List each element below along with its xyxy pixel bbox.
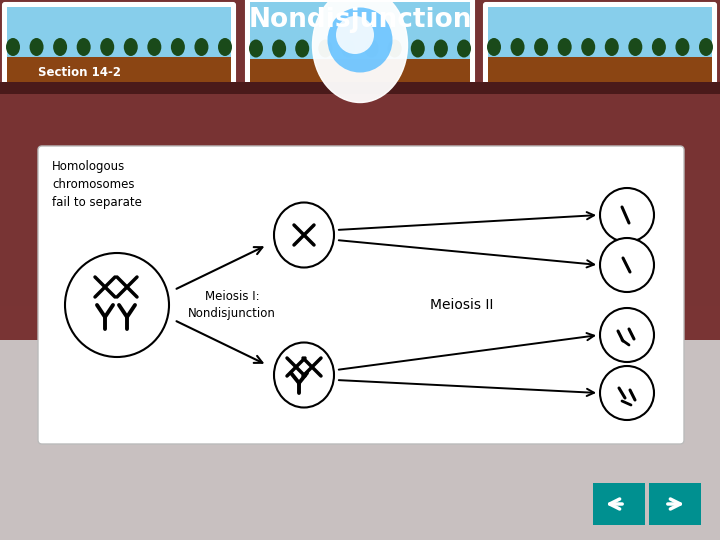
Bar	[0, 238, 720, 272]
Bar	[488, 57, 712, 83]
Ellipse shape	[124, 38, 138, 56]
Ellipse shape	[274, 342, 334, 408]
Bar	[250, 2, 470, 58]
Ellipse shape	[6, 38, 20, 56]
Ellipse shape	[30, 38, 43, 56]
Ellipse shape	[652, 38, 666, 56]
Ellipse shape	[699, 38, 713, 56]
Ellipse shape	[272, 39, 286, 57]
Bar	[250, 58, 470, 88]
Text: Meiosis II: Meiosis II	[431, 298, 494, 312]
Bar	[7, 57, 231, 83]
Ellipse shape	[364, 39, 379, 57]
Ellipse shape	[53, 38, 67, 56]
Ellipse shape	[148, 38, 161, 56]
Circle shape	[600, 308, 654, 362]
Text: Homologous
chromosomes
fail to separate: Homologous chromosomes fail to separate	[52, 160, 142, 209]
Ellipse shape	[457, 39, 471, 57]
Ellipse shape	[76, 38, 91, 56]
Ellipse shape	[312, 0, 408, 103]
Ellipse shape	[581, 38, 595, 56]
Bar	[0, 170, 720, 204]
Circle shape	[65, 253, 169, 357]
Circle shape	[600, 366, 654, 420]
Ellipse shape	[328, 8, 392, 72]
Ellipse shape	[534, 38, 548, 56]
Text: Section 14-2: Section 14-2	[38, 65, 122, 78]
Ellipse shape	[218, 38, 232, 56]
Circle shape	[600, 238, 654, 292]
Bar	[0, 204, 720, 238]
Bar	[488, 7, 712, 57]
Ellipse shape	[341, 39, 356, 57]
FancyBboxPatch shape	[246, 0, 474, 92]
Text: Meiosis I:
Nondisjunction: Meiosis I: Nondisjunction	[188, 289, 276, 321]
Ellipse shape	[249, 39, 263, 57]
Bar	[0, 34, 720, 68]
FancyBboxPatch shape	[3, 3, 235, 87]
Ellipse shape	[487, 38, 501, 56]
Ellipse shape	[100, 38, 114, 56]
Ellipse shape	[318, 39, 333, 57]
Bar	[0, 306, 720, 340]
Bar	[649, 483, 701, 525]
Ellipse shape	[411, 39, 425, 57]
Bar	[0, 0, 720, 34]
Ellipse shape	[274, 202, 334, 267]
Ellipse shape	[629, 38, 642, 56]
Bar	[0, 82, 720, 94]
Circle shape	[600, 188, 654, 242]
Ellipse shape	[336, 16, 374, 54]
Bar	[0, 136, 720, 170]
Ellipse shape	[194, 38, 209, 56]
Bar	[0, 68, 720, 102]
Ellipse shape	[510, 38, 525, 56]
Text: Nondisjunction: Nondisjunction	[248, 7, 472, 33]
Bar	[0, 0, 720, 340]
Ellipse shape	[295, 39, 309, 57]
Ellipse shape	[558, 38, 572, 56]
FancyBboxPatch shape	[484, 3, 716, 87]
FancyBboxPatch shape	[38, 146, 684, 444]
Ellipse shape	[675, 38, 690, 56]
Bar	[7, 7, 231, 57]
Bar	[0, 102, 720, 136]
Bar	[0, 272, 720, 306]
Ellipse shape	[387, 39, 402, 57]
Bar	[0, 340, 720, 540]
Bar	[593, 483, 645, 525]
Ellipse shape	[605, 38, 618, 56]
Ellipse shape	[434, 39, 448, 57]
Ellipse shape	[171, 38, 185, 56]
